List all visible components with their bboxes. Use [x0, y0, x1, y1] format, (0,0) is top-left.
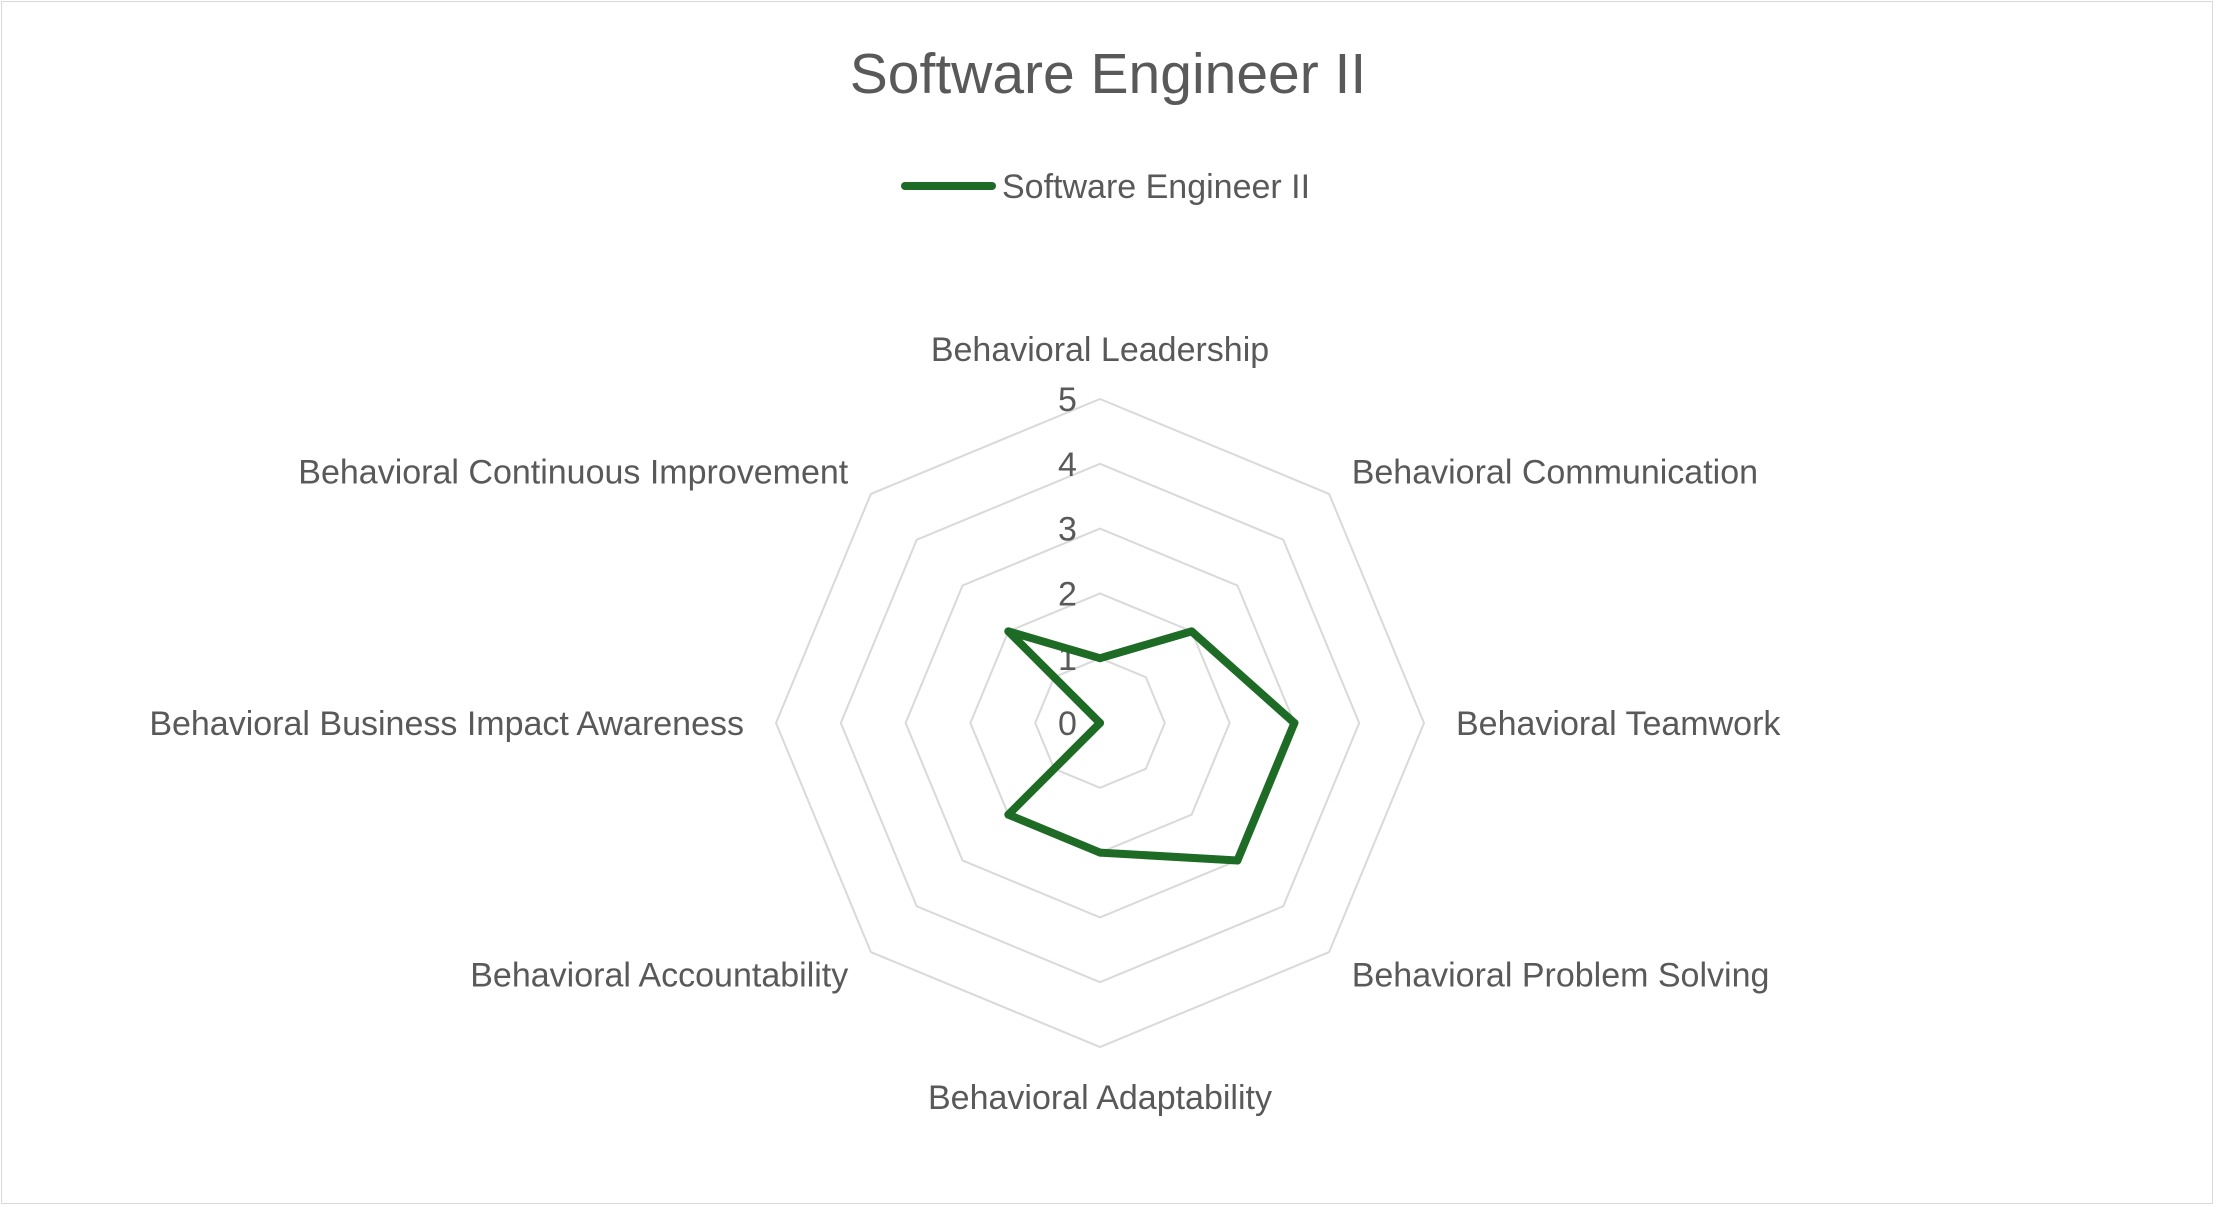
data-point[interactable] — [1187, 627, 1196, 636]
legend[interactable]: Software Engineer II — [901, 168, 1310, 206]
category-label: Behavioral Continuous Improvement — [298, 453, 849, 491]
category-label: Behavioral Accountability — [470, 957, 848, 995]
gridline-ring-3 — [904, 527, 1296, 919]
tick-label: 0 — [1058, 705, 1077, 743]
category-label: Behavioral Teamwork — [1456, 705, 1781, 743]
category-label: Behavioral Problem Solving — [1352, 957, 1770, 995]
gridline-ring-1 — [1034, 657, 1166, 789]
series-line[interactable] — [1004, 627, 1299, 865]
category-labels: Behavioral Leadership Behavioral Communic… — [149, 331, 1781, 1117]
gridline-ring-5 — [774, 397, 1426, 1049]
data-point[interactable] — [1233, 856, 1242, 865]
data-point[interactable] — [1004, 627, 1013, 636]
category-label: Behavioral Business Impact Awareness — [149, 705, 744, 743]
category-label: Behavioral Adaptability — [928, 1079, 1272, 1117]
tick-label: 2 — [1058, 575, 1077, 613]
data-point[interactable] — [1096, 654, 1104, 663]
data-point[interactable] — [1096, 848, 1104, 857]
series-layer — [1004, 627, 1299, 865]
data-point[interactable] — [1096, 719, 1104, 727]
category-label: Behavioral Leadership — [931, 331, 1269, 369]
tick-label: 3 — [1058, 511, 1077, 549]
tick-label: 4 — [1058, 446, 1077, 484]
category-label: Behavioral Communication — [1352, 453, 1758, 491]
tick-label: 5 — [1058, 381, 1077, 419]
data-point[interactable] — [1290, 719, 1299, 727]
gridline-ring-4 — [839, 462, 1361, 984]
radar-grid — [774, 397, 1426, 1049]
data-point[interactable] — [1004, 810, 1013, 819]
legend-series-label: Software Engineer II — [1002, 168, 1310, 206]
chart-title: Software Engineer II — [850, 42, 1366, 106]
